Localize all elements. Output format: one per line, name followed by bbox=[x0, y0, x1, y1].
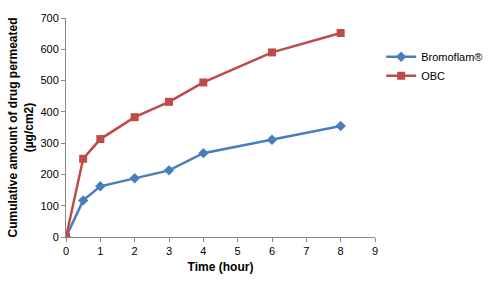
svg-text:0: 0 bbox=[63, 245, 69, 257]
svg-text:Time (hour): Time (hour) bbox=[188, 260, 254, 274]
svg-text:9: 9 bbox=[372, 245, 378, 257]
svg-text:8: 8 bbox=[338, 245, 344, 257]
svg-text:6: 6 bbox=[269, 245, 275, 257]
svg-text:100: 100 bbox=[40, 200, 58, 212]
svg-text:0: 0 bbox=[53, 231, 59, 243]
svg-text:500: 500 bbox=[40, 74, 58, 86]
svg-text:3: 3 bbox=[166, 245, 172, 257]
svg-text:7: 7 bbox=[303, 245, 309, 257]
svg-text:4: 4 bbox=[200, 245, 206, 257]
svg-text:OBC: OBC bbox=[421, 70, 445, 82]
svg-text:300: 300 bbox=[40, 137, 58, 149]
svg-text:Cumulative amount of drug perm: Cumulative amount of drug permeated(µg/c… bbox=[6, 17, 36, 237]
svg-text:Bromoflam®: Bromoflam® bbox=[421, 51, 482, 63]
svg-text:400: 400 bbox=[40, 106, 58, 118]
svg-text:600: 600 bbox=[40, 43, 58, 55]
svg-text:5: 5 bbox=[235, 245, 241, 257]
svg-text:700: 700 bbox=[40, 12, 58, 24]
svg-text:2: 2 bbox=[132, 245, 138, 257]
svg-text:1: 1 bbox=[97, 245, 103, 257]
svg-text:200: 200 bbox=[40, 168, 58, 180]
